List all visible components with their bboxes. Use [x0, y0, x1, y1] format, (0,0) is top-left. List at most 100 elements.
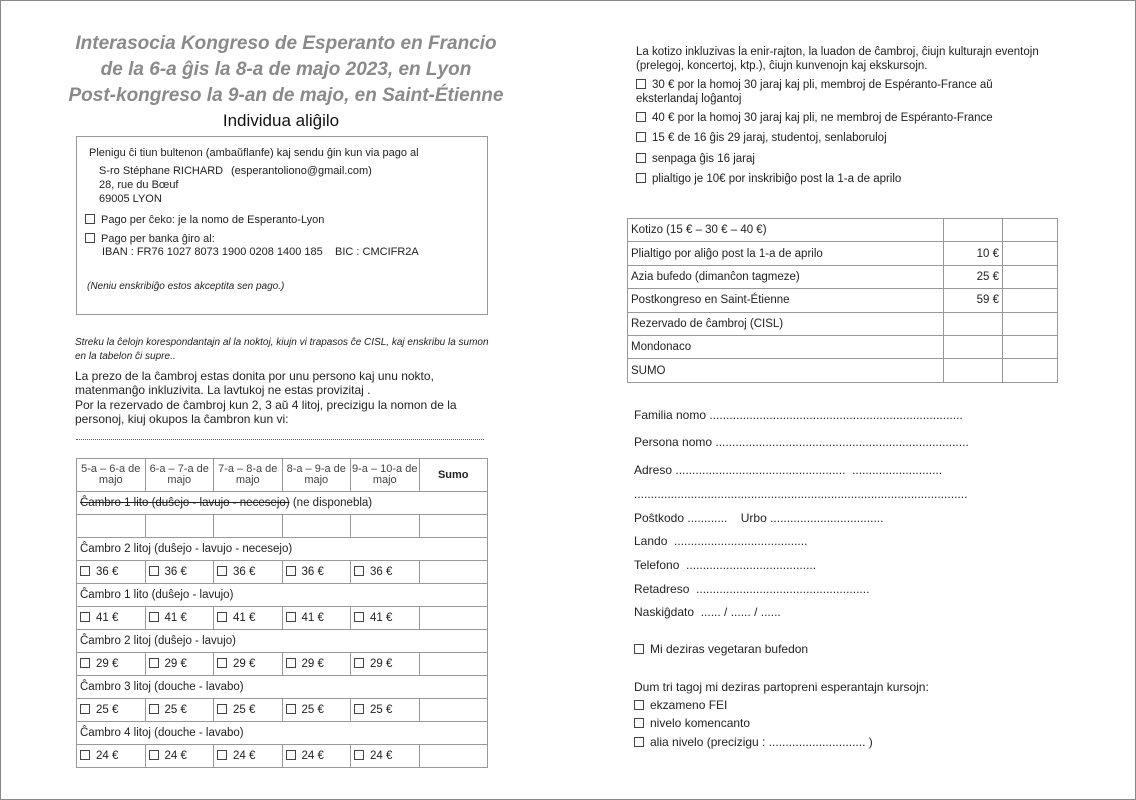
checkbox[interactable] — [636, 112, 646, 122]
fee-option[interactable]: 15 € de 16 ĝis 29 jaraj, studentoj, senl… — [636, 132, 887, 144]
checkbox[interactable] — [636, 173, 646, 183]
summary-amount-cell[interactable] — [1002, 217, 1058, 243]
checkbox[interactable] — [148, 566, 159, 576]
checkbox[interactable] — [80, 566, 90, 576]
course-option[interactable]: ekzameno FEI — [634, 698, 727, 712]
night-price-cell[interactable]: 24 € — [144, 744, 214, 768]
night-price-cell[interactable]: 41 € — [213, 606, 283, 630]
checkbox[interactable] — [636, 132, 646, 142]
night-price-cell[interactable]: 24 € — [350, 744, 420, 768]
names-line[interactable] — [76, 439, 484, 440]
fee-option[interactable]: plialtigo je 10€ por inskribiĝo post la … — [636, 173, 901, 185]
bank-option[interactable]: Pago per banka ĝiro al: — [85, 233, 215, 245]
address-field[interactable]: Adreso .................................… — [634, 463, 943, 477]
night-price-cell[interactable]: 25 € — [76, 698, 146, 722]
night-price-cell[interactable]: 41 € — [350, 606, 420, 630]
sum-cell[interactable] — [418, 514, 488, 538]
birthdate-field[interactable]: Naskiĝdato ...... / ...... / ...... — [634, 605, 781, 619]
checkbox[interactable] — [634, 700, 644, 710]
sum-cell[interactable] — [418, 606, 488, 630]
night-price-cell[interactable]: 29 € — [144, 652, 214, 676]
vegetarian-option[interactable]: Mi deziras vegetaran bufedon — [634, 642, 808, 656]
summary-amount-cell[interactable] — [1002, 358, 1058, 383]
summary-amount-cell[interactable] — [1002, 288, 1058, 313]
night-price-cell[interactable]: 41 € — [281, 606, 351, 630]
summary-amount-cell[interactable] — [1002, 264, 1058, 290]
night-price-cell[interactable]: 36 € — [213, 560, 283, 584]
email-field[interactable]: Retadreso ..............................… — [634, 582, 870, 596]
night-cell[interactable] — [350, 514, 420, 538]
checkbox[interactable] — [285, 704, 296, 714]
night-price-cell[interactable]: 41 € — [76, 606, 146, 630]
checkbox[interactable] — [217, 750, 227, 760]
night-price-cell[interactable]: 29 € — [281, 652, 351, 676]
checkbox[interactable] — [148, 612, 159, 622]
country-field[interactable]: Lando ..................................… — [634, 534, 808, 548]
checkbox[interactable] — [636, 79, 646, 89]
course-option[interactable]: nivelo komencanto — [634, 716, 750, 730]
checkbox[interactable] — [217, 612, 227, 622]
night-price-cell[interactable]: 24 € — [76, 744, 146, 768]
cheque-option[interactable]: Pago per ĉeko: je la nomo de Esperanto-L… — [85, 214, 324, 226]
night-cell[interactable] — [213, 514, 283, 538]
sum-cell[interactable] — [418, 560, 488, 584]
fee-option[interactable]: senpaga ĝis 16 jaraj — [636, 153, 755, 165]
checkbox[interactable] — [148, 704, 159, 714]
checkbox[interactable] — [285, 750, 296, 760]
night-price-cell[interactable]: 41 € — [144, 606, 214, 630]
night-price-cell[interactable]: 24 € — [281, 744, 351, 768]
night-price-cell[interactable]: 29 € — [213, 652, 283, 676]
checkbox[interactable] — [285, 612, 296, 622]
sum-cell[interactable] — [418, 698, 488, 722]
checkbox[interactable] — [217, 704, 227, 714]
first-name-field[interactable]: Persona nomo ...........................… — [634, 435, 969, 449]
night-price-cell[interactable]: 25 € — [281, 698, 351, 722]
checkbox[interactable] — [217, 658, 227, 668]
checkbox[interactable] — [85, 214, 95, 224]
postcode-field[interactable]: Poŝtkodo ............ Urbo .............… — [634, 511, 884, 525]
checkbox[interactable] — [354, 566, 364, 576]
night-price-cell[interactable]: 24 € — [213, 744, 283, 768]
family-name-field[interactable]: Familia nomo ...........................… — [634, 408, 963, 422]
checkbox[interactable] — [80, 612, 90, 622]
night-price-cell[interactable]: 29 € — [350, 652, 420, 676]
checkbox[interactable] — [80, 750, 90, 760]
night-price-cell[interactable]: 25 € — [350, 698, 420, 722]
checkbox[interactable] — [217, 566, 227, 576]
recipient-email[interactable]: (esperantoliono@gmail.com) — [231, 165, 372, 177]
summary-amount-cell[interactable] — [1002, 334, 1058, 360]
checkbox[interactable] — [80, 658, 90, 668]
checkbox[interactable] — [636, 153, 646, 163]
night-price-cell[interactable]: 36 € — [144, 560, 214, 584]
night-price-cell[interactable]: 25 € — [213, 698, 283, 722]
night-cell[interactable] — [144, 514, 214, 538]
night-price-cell[interactable]: 36 € — [350, 560, 420, 584]
fee-option[interactable]: 40 € por la homoj 30 jaraj kaj pli, ne m… — [636, 112, 993, 124]
night-price-cell[interactable]: 29 € — [76, 652, 146, 676]
summary-amount-cell[interactable] — [1002, 311, 1058, 336]
checkbox[interactable] — [285, 566, 296, 576]
night-price-cell[interactable]: 36 € — [281, 560, 351, 584]
course-option[interactable]: alia nivelo (precizigu : ...............… — [634, 735, 873, 749]
checkbox[interactable] — [634, 718, 644, 728]
night-price-cell[interactable]: 25 € — [144, 698, 214, 722]
checkbox[interactable] — [354, 704, 364, 714]
checkbox[interactable] — [80, 704, 90, 714]
checkbox[interactable] — [354, 612, 364, 622]
night-cell[interactable] — [76, 514, 146, 538]
sum-cell[interactable] — [418, 744, 488, 768]
summary-amount-cell[interactable] — [1002, 241, 1058, 266]
phone-field[interactable]: Telefono ...............................… — [634, 558, 817, 572]
fee-option[interactable]: 30 € por la homoj 30 jaraj kaj pli, memb… — [636, 78, 1051, 106]
night-price-cell[interactable]: 36 € — [76, 560, 146, 584]
checkbox[interactable] — [148, 750, 159, 760]
checkbox[interactable] — [354, 750, 364, 760]
address-line-2[interactable]: ........................................… — [634, 487, 968, 501]
checkbox[interactable] — [148, 658, 159, 668]
night-cell[interactable] — [281, 514, 351, 538]
checkbox[interactable] — [354, 658, 364, 668]
sum-cell[interactable] — [418, 652, 488, 676]
checkbox[interactable] — [634, 737, 644, 747]
checkbox[interactable] — [634, 644, 644, 654]
checkbox[interactable] — [85, 233, 95, 243]
